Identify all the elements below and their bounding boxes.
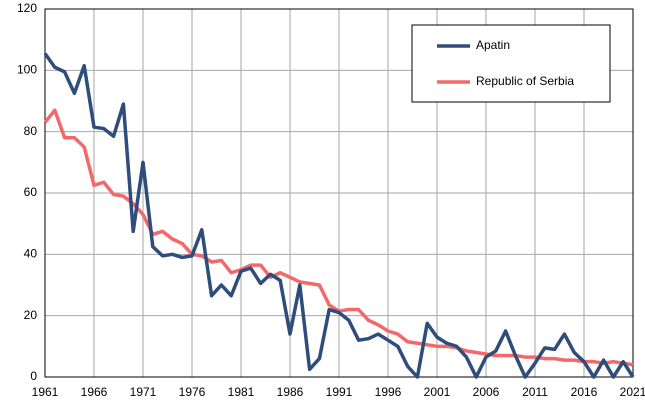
x-tick-label: 2011 [522,385,548,399]
y-tick-label: 120 [17,1,37,15]
x-tick-label: 2016 [571,385,598,399]
x-tick-label: 1981 [228,385,255,399]
y-tick-label: 80 [24,124,38,138]
x-tick-label: 2021 [620,385,645,399]
y-tick-label: 0 [30,369,37,383]
x-tick-label: 1976 [179,385,206,399]
legend-label: Republic of Serbia [476,74,574,88]
plot-frame [44,8,634,378]
x-tick-label: 1961 [32,385,59,399]
legend-label: Apatin [476,38,510,52]
x-tick-label: 1996 [375,385,402,399]
y-tick-label: 100 [17,63,37,77]
x-tick-label: 2001 [424,385,451,399]
x-tick-label: 1986 [277,385,304,399]
x-tick-label: 1971 [130,385,157,399]
legend-box [411,24,611,103]
y-tick-label: 40 [24,247,38,261]
x-tick-label: 1991 [326,385,353,399]
series-line [43,52,635,379]
y-tick-label: 60 [24,185,38,199]
x-tick-label: 2006 [473,385,500,399]
y-tick-label: 20 [24,308,38,322]
x-tick-label: 1966 [81,385,108,399]
